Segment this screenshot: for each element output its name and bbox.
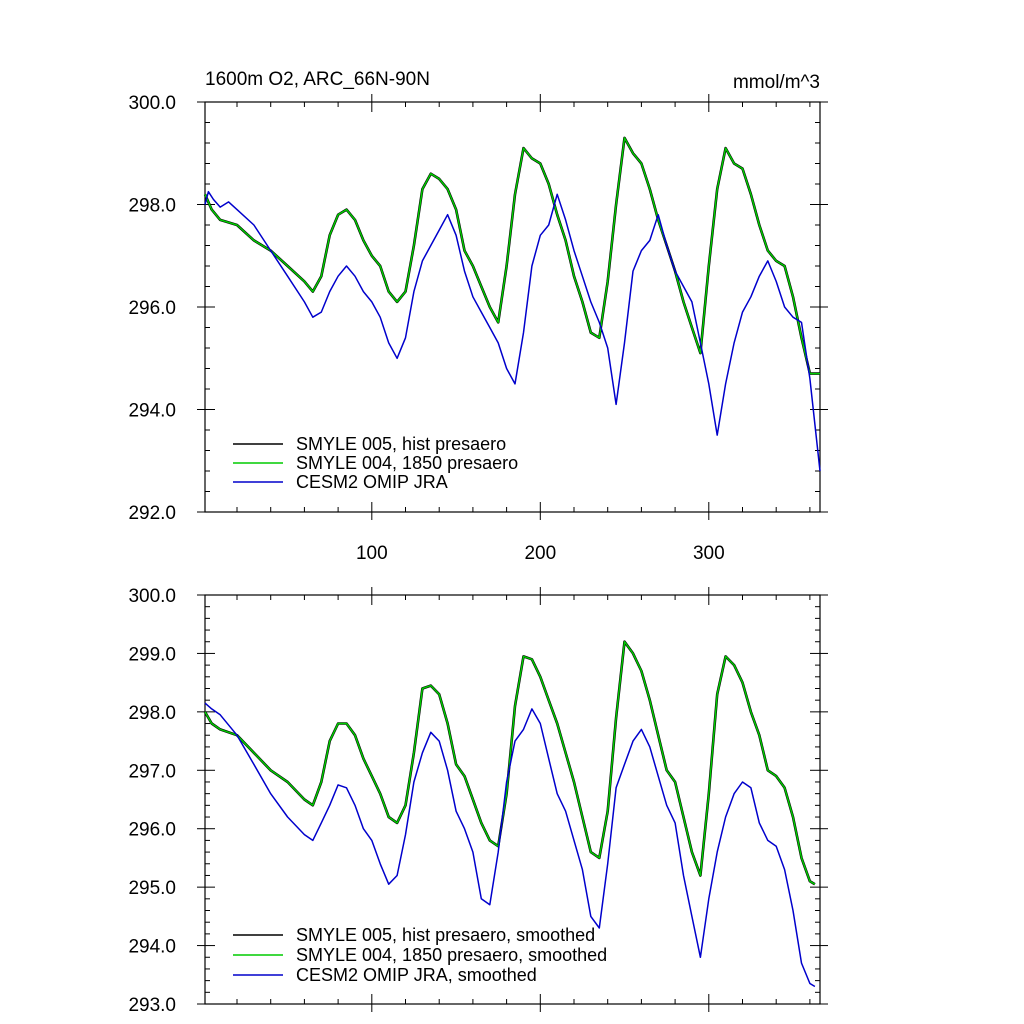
y-tick-label: 296.0 — [128, 298, 176, 319]
legend-label-2: CESM2 OMIP JRA, smoothed — [296, 965, 537, 985]
y-tick-label: 294.0 — [128, 401, 176, 422]
legend-label-1: SMYLE 004, 1850 presaero — [296, 453, 518, 473]
y-tick-label: 293.0 — [128, 995, 176, 1016]
plot-frame — [204, 594, 821, 1005]
top-panel: 100 200 300 292.0 294.0 296.0 298.0 300.0 1600m … — [128, 69, 828, 564]
bottom-panel: 293.0 294.0 295.0 296.0 297.0 298.0 299.0 300.0… — [128, 586, 828, 1016]
y-tick-label: 299.0 — [128, 644, 176, 665]
units-label: mmol/m^3 — [733, 72, 820, 93]
series-line-1 — [204, 137, 820, 375]
y-tick-label: 298.0 — [128, 703, 176, 724]
series-line-2 — [204, 702, 816, 988]
x-tick-label: 300 — [693, 543, 725, 564]
x-tick-label: 100 — [356, 543, 388, 564]
y-tick-label: 297.0 — [128, 761, 176, 782]
series-line-1 — [204, 640, 816, 885]
series-line-0 — [203, 136, 820, 375]
y-tick-label: 292.0 — [128, 503, 176, 524]
legend-label-0: SMYLE 005, hist presaero, smoothed — [296, 925, 595, 945]
legend-label-2: CESM2 OMIP JRA — [296, 472, 448, 492]
x-tick-label: 200 — [524, 543, 556, 564]
y-tick-label: 295.0 — [128, 878, 176, 899]
series-line-2 — [204, 190, 821, 472]
legend-label-1: SMYLE 004, 1850 presaero, smoothed — [296, 945, 607, 965]
y-tick-label: 300.0 — [128, 93, 176, 114]
legend-label-0: SMYLE 005, hist presaero — [296, 434, 506, 454]
y-tick-label: 296.0 — [128, 820, 176, 841]
chart-title: 1600m O2, ARC_66N-90N — [205, 69, 430, 90]
y-tick-label: 294.0 — [128, 937, 176, 958]
y-tick-label: 298.0 — [128, 196, 176, 217]
y-tick-label: 300.0 — [128, 586, 176, 607]
